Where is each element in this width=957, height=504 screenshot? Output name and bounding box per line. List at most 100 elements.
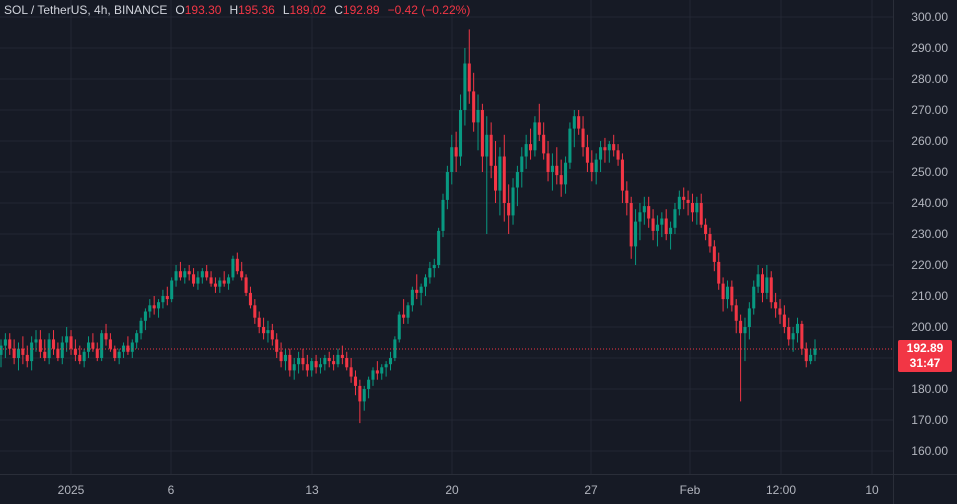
candle-body: [752, 286, 756, 309]
candle-body: [235, 258, 239, 272]
open-label: O: [175, 3, 185, 17]
candle-body: [165, 296, 169, 300]
candle-body: [288, 354, 292, 371]
candle-body: [240, 271, 244, 278]
y-tick-label: 170.00: [911, 413, 948, 427]
candle-body: [367, 379, 371, 389]
y-tick-label: 230.00: [911, 227, 948, 241]
candle-body: [139, 320, 143, 334]
y-tick-label: 200.00: [911, 320, 948, 334]
x-tick-label: 2025: [58, 483, 85, 497]
candle-body: [332, 361, 336, 365]
candle-body: [205, 271, 209, 278]
candle-body: [454, 147, 458, 157]
y-tick-label: 160.00: [911, 444, 948, 458]
candle-body: [95, 348, 99, 358]
candle-body: [196, 277, 200, 284]
candle-body: [148, 305, 152, 312]
candle-body: [485, 134, 489, 157]
candle-body: [423, 277, 428, 287]
candle-body: [65, 336, 69, 343]
x-tick-label: 27: [584, 483, 598, 497]
candle-body: [244, 277, 248, 293]
candle-body: [660, 218, 664, 225]
candle-body: [60, 342, 64, 358]
x-tick-label: 6: [168, 483, 175, 497]
candle-body: [178, 271, 182, 278]
candle-body: [209, 277, 213, 284]
candle-body: [135, 333, 139, 343]
candle-body: [458, 110, 463, 157]
candle-body: [555, 165, 559, 176]
candle-body: [257, 317, 261, 327]
candle-body: [559, 175, 563, 185]
candle-body: [620, 159, 624, 191]
candle-body: [283, 354, 287, 362]
candle-body: [78, 354, 82, 362]
candle-body: [213, 283, 217, 287]
candle-body: [327, 358, 331, 362]
candle-body: [410, 289, 414, 306]
close-label: C: [334, 3, 343, 17]
candle-body: [800, 323, 804, 349]
candle-body: [56, 348, 60, 358]
candle-body: [664, 218, 668, 234]
y-tick-label: 260.00: [911, 134, 948, 148]
candle-body: [275, 339, 279, 352]
candle-body: [353, 376, 358, 386]
candle-body: [183, 271, 187, 278]
y-tick-label: 180.00: [911, 382, 948, 396]
candle-body: [437, 230, 441, 265]
candle-body: [38, 339, 42, 352]
y-tick-label: 280.00: [911, 72, 948, 86]
candle-body: [402, 314, 406, 318]
candle-body: [314, 361, 318, 368]
candle-body: [279, 351, 283, 362]
candle-body: [375, 370, 379, 374]
candle-body: [581, 128, 585, 148]
y-tick-label: 270.00: [911, 103, 948, 117]
candle-body: [227, 277, 231, 284]
candle-body: [297, 358, 301, 365]
candle-body: [634, 221, 638, 247]
candle-body: [248, 292, 252, 306]
candle-body: [695, 203, 699, 213]
candle-body: [91, 342, 95, 349]
candle-body: [511, 187, 515, 216]
candle-body: [515, 172, 519, 188]
x-tick-label: 13: [305, 483, 319, 497]
candle-body: [51, 339, 56, 349]
candle-body: [756, 274, 760, 287]
change-value: −0.42 (−0.22%): [387, 3, 471, 17]
bar-countdown: 31:47: [909, 356, 941, 370]
candle-body: [441, 199, 445, 231]
candle-body: [734, 305, 738, 321]
candle-body: [489, 134, 493, 166]
candle-body: [568, 128, 572, 163]
candle-body: [498, 156, 502, 191]
candle-body: [577, 116, 581, 129]
candle-body: [130, 342, 134, 352]
candle-body: [673, 209, 677, 228]
candle-body: [380, 367, 384, 374]
candle-body: [419, 286, 423, 293]
candle-body: [629, 203, 633, 247]
candle-body: [428, 268, 432, 278]
candle-body: [686, 199, 690, 203]
high-value: 195.36: [238, 3, 275, 17]
candle-body: [747, 308, 751, 327]
candle-body: [349, 367, 353, 377]
candle-body: [170, 280, 174, 300]
candle-body: [358, 385, 362, 402]
candle-body: [432, 265, 436, 269]
candle-body: [323, 358, 327, 365]
candle-body: [262, 327, 266, 334]
x-tick-label: Feb: [680, 483, 701, 497]
candle-body: [310, 361, 314, 371]
candle-body: [3, 339, 7, 346]
candle-body: [743, 327, 747, 334]
candle-body: [704, 224, 708, 234]
y-tick-label: 210.00: [911, 289, 948, 303]
